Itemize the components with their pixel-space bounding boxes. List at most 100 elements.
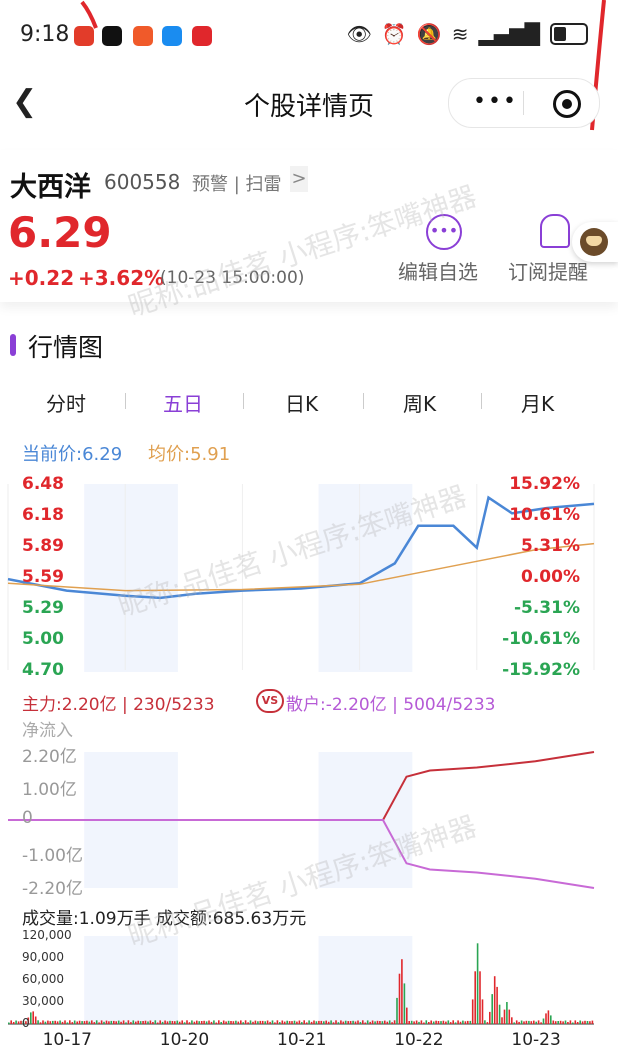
tab-daily-k[interactable]: 日K: [285, 392, 319, 416]
status-time: 9:18: [20, 22, 70, 47]
volume-bar: [83, 1021, 86, 1024]
volume-bar: [156, 1022, 159, 1024]
day-band: [84, 936, 178, 1024]
volume-bar: [115, 1021, 117, 1024]
volume-bar: [37, 1020, 39, 1024]
volume-bar: [359, 1022, 362, 1024]
price-axis-label: 6.18: [22, 505, 64, 525]
volume-bar: [161, 1021, 164, 1024]
volume-bar: [569, 1020, 572, 1024]
volume-bar: [264, 1021, 266, 1024]
volume-bar: [308, 1020, 310, 1024]
subscribe-button[interactable]: 订阅提醒: [508, 260, 588, 284]
volume-bar: [52, 1020, 54, 1024]
volume-bar: [376, 1020, 379, 1024]
tab-weekly-k[interactable]: 周K: [403, 392, 437, 416]
more-icon[interactable]: •••: [473, 89, 518, 114]
volume-bar: [86, 1020, 88, 1024]
volume-bar: [410, 1020, 413, 1024]
chevron-right-icon[interactable]: >: [290, 166, 308, 192]
volume-bar: [120, 1021, 122, 1024]
volume-bar: [547, 1010, 550, 1024]
x-axis-label: 10-20: [159, 1030, 210, 1050]
flow-axis-label: 1.00亿: [22, 780, 77, 800]
volume-bar: [98, 1022, 100, 1024]
volume-bar: [271, 1020, 274, 1024]
app-notification-icon: [74, 26, 94, 46]
pct-axis-label: 10.61%: [509, 505, 580, 525]
volume-bar: [452, 1020, 454, 1024]
edit-watchlist-button[interactable]: 编辑自选: [398, 260, 478, 284]
volume-bar: [135, 1021, 137, 1024]
volume-bar: [567, 1022, 569, 1024]
volume-bar: [247, 1022, 249, 1024]
page-title: 个股详情页: [243, 92, 374, 122]
tab-intraday[interactable]: 分时: [46, 392, 86, 416]
volume-bar: [149, 1020, 152, 1024]
volume-bar: [327, 1021, 330, 1024]
volume-bar: [218, 1020, 220, 1024]
volume-bar: [242, 1022, 244, 1024]
volume-bar: [354, 1021, 357, 1024]
close-miniprogram-icon[interactable]: [553, 90, 581, 118]
price-axis-label: 5.29: [22, 598, 64, 618]
volume-bar: [283, 1021, 286, 1024]
floating-assistant-button[interactable]: [572, 222, 618, 262]
net-inflow-label: 净流入: [22, 721, 73, 741]
volume-bar: [501, 1017, 503, 1024]
volume-bar: [313, 1020, 315, 1024]
tab-five-day[interactable]: 五日: [163, 392, 203, 416]
volume-bar: [340, 1020, 342, 1024]
volume-bar: [508, 1009, 511, 1024]
volume-bar: [454, 1022, 457, 1024]
volume-bar: [420, 1020, 423, 1024]
warning-link[interactable]: 预警 | 扫雷: [192, 174, 282, 195]
bell-icon[interactable]: [540, 214, 570, 248]
price-axis-label: 5.59: [22, 567, 64, 587]
volume-bar: [32, 1011, 34, 1024]
volume-bar: [530, 1021, 533, 1024]
volume-bar: [15, 1020, 17, 1024]
day-band: [318, 936, 413, 1024]
volume-bar: [196, 1020, 198, 1024]
volume-bar: [108, 1021, 110, 1024]
volume-bar: [440, 1021, 442, 1024]
volume-bar: [34, 1016, 37, 1024]
retail-flow[interactable]: 散户:-2.20亿 | 5004/5233: [286, 695, 496, 715]
volume-bar: [296, 1021, 298, 1024]
volume-bar: [481, 999, 484, 1024]
volume-bar: [244, 1020, 247, 1024]
volume-bar: [176, 1020, 179, 1024]
x-axis-label: 10-17: [42, 1030, 92, 1050]
volume-bar: [288, 1021, 291, 1024]
volume-bar: [301, 1022, 303, 1024]
volume-bar: [362, 1020, 364, 1024]
volume-bar: [215, 1022, 218, 1024]
volume-bar: [266, 1020, 269, 1024]
volume-bar: [154, 1020, 157, 1024]
volume-bar: [293, 1020, 296, 1024]
pct-axis-label: -15.92%: [502, 660, 580, 680]
edit-watchlist-icon[interactable]: •••: [426, 214, 462, 250]
price-axis-label: 6.48: [22, 474, 64, 494]
volume-bar: [257, 1021, 259, 1024]
volume-bar: [100, 1020, 103, 1024]
volume-bar: [254, 1020, 257, 1024]
retail-flow-line: [8, 819, 595, 889]
wifi-icon: ≋: [451, 22, 469, 46]
tab-monthly-k[interactable]: 月K: [521, 392, 555, 416]
price-axis-label: 4.70: [22, 660, 64, 680]
volume-bar: [318, 1020, 320, 1024]
volume-bar: [232, 1021, 235, 1024]
back-button[interactable]: ❮: [12, 84, 38, 119]
volume-axis-label: 30,000: [22, 994, 64, 1008]
day-band: [84, 484, 178, 672]
main-force-flow[interactable]: 主力:2.20亿 | 230/5233: [22, 695, 215, 715]
price-change-pct: +3.62%: [78, 266, 165, 290]
volume-bar: [447, 1020, 450, 1024]
volume-bar: [467, 1020, 469, 1024]
volume-bar: [550, 1015, 552, 1024]
volume-bar: [261, 1020, 264, 1024]
volume-bar: [564, 1020, 567, 1024]
